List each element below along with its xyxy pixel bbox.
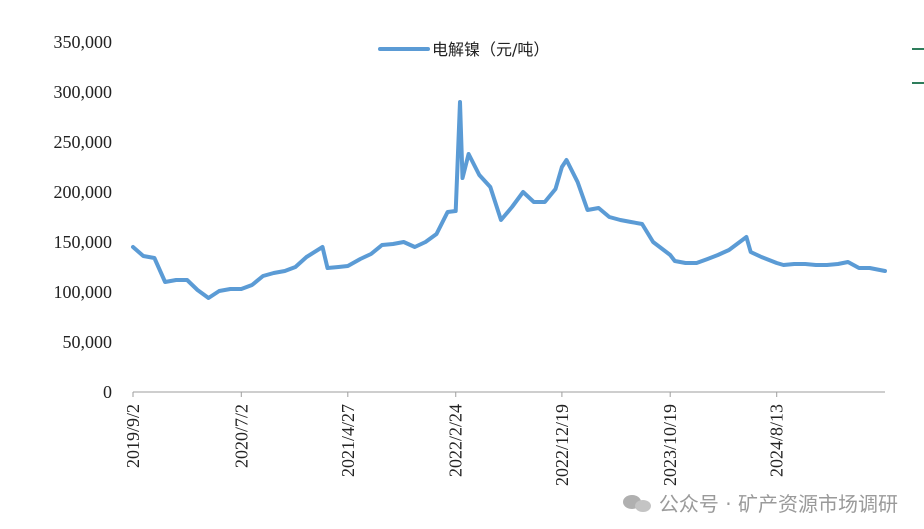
x-tick-label: 2023/10/19 bbox=[660, 404, 680, 486]
y-tick-label: 50,000 bbox=[63, 332, 113, 352]
x-tick-label: 2022/12/19 bbox=[552, 404, 572, 486]
watermark: 公众号 · 矿产资源市场调研 bbox=[622, 488, 898, 517]
x-axis: 2019/9/2 2020/7/2 2021/4/27 2022/2/24 2022/1… bbox=[123, 391, 885, 486]
wechat-icon bbox=[622, 492, 653, 514]
x-tick-label: 2022/2/24 bbox=[446, 404, 466, 477]
x-tick-label: 2024/8/13 bbox=[767, 404, 787, 477]
y-tick-label: 350,000 bbox=[54, 32, 113, 52]
y-tick-label: 100,000 bbox=[54, 282, 113, 302]
right-edge-marks bbox=[912, 48, 924, 84]
y-axis: 0 50,000 100,000 150,000 200,000 250,000 300,0… bbox=[54, 32, 113, 402]
legend-label: 电解镍（元/吨） bbox=[432, 40, 549, 59]
y-tick-label: 0 bbox=[103, 382, 112, 402]
x-tick-label: 2021/4/27 bbox=[338, 404, 358, 477]
legend: 电解镍（元/吨） bbox=[378, 40, 549, 59]
y-tick-label: 150,000 bbox=[54, 232, 113, 252]
series-layer bbox=[131, 100, 887, 300]
watermark-text: 公众号 · 矿产资源市场调研 bbox=[658, 492, 898, 516]
series-line bbox=[131, 100, 887, 300]
x-tick-label: 2020/7/2 bbox=[231, 404, 251, 468]
y-tick-label: 250,000 bbox=[54, 132, 113, 152]
y-tick-label: 200,000 bbox=[54, 182, 113, 202]
y-tick-label: 300,000 bbox=[54, 82, 113, 102]
x-tick-label: 2019/9/2 bbox=[123, 404, 143, 468]
